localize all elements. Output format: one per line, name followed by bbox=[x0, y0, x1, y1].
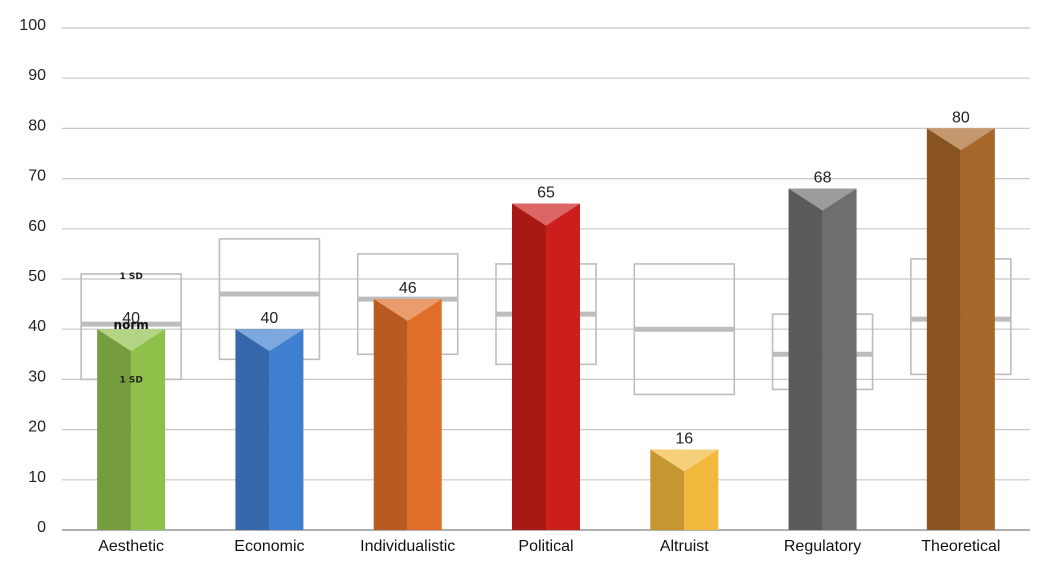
bar-aesthetic-top bbox=[97, 329, 166, 352]
bar-individualistic-left-face bbox=[373, 299, 408, 530]
y-tick-20: 20 bbox=[28, 419, 46, 436]
bar-political bbox=[512, 203, 580, 530]
bar-economic bbox=[235, 329, 304, 530]
y-tick-30: 30 bbox=[28, 368, 46, 385]
y-tick-40: 40 bbox=[28, 318, 46, 335]
value-label-theoretical: 80 bbox=[952, 109, 970, 126]
category-label-economic: Economic bbox=[234, 538, 304, 555]
value-label-aesthetic: 40 bbox=[122, 310, 140, 327]
y-tick-50: 50 bbox=[28, 268, 46, 285]
bar-aesthetic-right-face bbox=[131, 329, 166, 530]
bar-individualistic bbox=[373, 299, 442, 530]
annotations: 1 SD norm 1 SD bbox=[114, 272, 149, 385]
y-tick-70: 70 bbox=[28, 168, 46, 185]
bar-theoretical bbox=[926, 128, 995, 530]
bar-political-top bbox=[512, 203, 580, 226]
bar-regulatory-left-face bbox=[788, 188, 823, 530]
y-tick-labels: 0 10 20 30 40 50 60 70 80 90 100 bbox=[19, 17, 46, 536]
bar-political-right-face bbox=[546, 203, 580, 530]
value-label-political: 65 bbox=[537, 185, 555, 202]
y-tick-100: 100 bbox=[19, 17, 46, 34]
value-labels: 40 40 46 65 16 68 80 bbox=[122, 109, 970, 447]
annotation-norm: norm bbox=[114, 318, 149, 332]
category-label-aesthetic: Aesthetic bbox=[98, 538, 164, 555]
bar-altruist bbox=[650, 449, 719, 530]
bar-regulatory-top bbox=[788, 188, 857, 211]
bar-theoretical-left-face bbox=[926, 128, 961, 530]
y-tick-90: 90 bbox=[28, 67, 46, 84]
category-label-altruist: Altruist bbox=[660, 538, 709, 555]
norm-band-altruist bbox=[633, 263, 736, 396]
category-label-regulatory: Regulatory bbox=[784, 538, 861, 555]
bar-economic-right-face bbox=[269, 329, 304, 530]
bar-theoretical-right-face bbox=[960, 128, 995, 530]
bar-individualistic-right-face bbox=[407, 299, 442, 530]
value-label-individualistic: 46 bbox=[399, 280, 417, 297]
bar-theoretical-top bbox=[926, 128, 995, 151]
bar-political-left-face bbox=[512, 203, 546, 530]
y-tick-60: 60 bbox=[28, 218, 46, 235]
y-tick-0: 0 bbox=[37, 519, 46, 536]
value-label-altruist: 16 bbox=[675, 431, 693, 448]
y-tick-80: 80 bbox=[28, 117, 46, 134]
bar-regulatory bbox=[788, 188, 857, 530]
bar-aesthetic bbox=[97, 329, 166, 530]
bar-economic-top bbox=[235, 329, 304, 352]
category-label-individualistic: Individualistic bbox=[360, 538, 455, 555]
category-labels: Aesthetic Economic Individualistic Politica… bbox=[98, 538, 1000, 555]
bars bbox=[97, 128, 995, 530]
annotation-sd-lower: 1 SD bbox=[119, 375, 142, 385]
annotation-sd-upper: 1 SD bbox=[119, 272, 142, 282]
bar-aesthetic-left-face bbox=[97, 329, 132, 530]
y-tick-10: 10 bbox=[28, 469, 46, 486]
bar-individualistic-top bbox=[373, 299, 442, 322]
value-label-regulatory: 68 bbox=[814, 170, 832, 187]
category-label-political: Political bbox=[518, 538, 573, 555]
bar-economic-left-face bbox=[235, 329, 270, 530]
bar-altruist-top bbox=[650, 449, 719, 472]
category-label-theoretical: Theoretical bbox=[921, 538, 1000, 555]
bar-regulatory-right-face bbox=[822, 188, 857, 530]
value-label-economic: 40 bbox=[261, 310, 279, 327]
